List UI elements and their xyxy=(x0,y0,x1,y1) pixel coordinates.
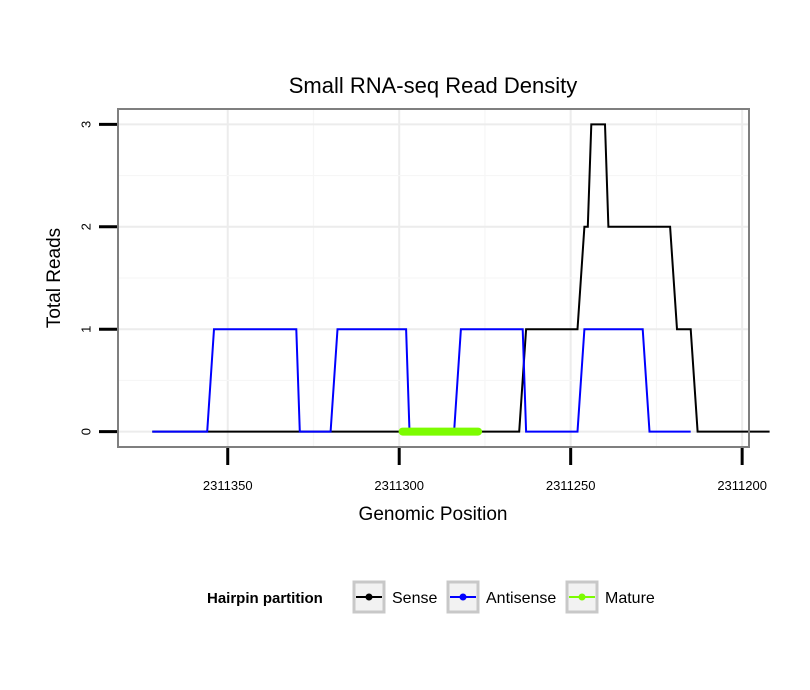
y-tick-label: 2 xyxy=(79,223,94,230)
x-axis: 2311350 2311300 2311250 2311200 xyxy=(203,448,767,493)
series-line-sense xyxy=(152,123,770,433)
legend-title: Hairpin partition xyxy=(207,590,323,607)
x-tick-label: 2311300 xyxy=(374,478,424,493)
x-tick-label: 2311350 xyxy=(203,478,253,493)
x-tick-label: 2311200 xyxy=(717,478,767,493)
x-axis-title: Genomic Position xyxy=(359,504,508,525)
chart-title: Small RNA-seq Read Density xyxy=(289,73,578,98)
y-tick-label: 0 xyxy=(79,428,94,435)
plot-border xyxy=(117,108,750,448)
y-tick-label: 3 xyxy=(79,121,94,128)
legend: Hairpin partition Sense Antisense Mature xyxy=(207,580,655,614)
legend-label-mature: Mature xyxy=(605,590,655,607)
y-axis-title: Total Reads xyxy=(44,228,65,328)
y-axis: 0 1 2 3 xyxy=(79,121,117,435)
x-tick-label: 2311250 xyxy=(546,478,596,493)
y-tick-label: 1 xyxy=(79,326,94,333)
legend-label-antisense: Antisense xyxy=(486,590,556,607)
legend-key-dot xyxy=(459,593,467,601)
legend-key-box xyxy=(565,580,599,614)
series-layer xyxy=(152,123,770,436)
legend-key-dot xyxy=(365,593,373,601)
legend-label-sense: Sense xyxy=(392,590,437,607)
legend-key-dot xyxy=(578,593,586,601)
